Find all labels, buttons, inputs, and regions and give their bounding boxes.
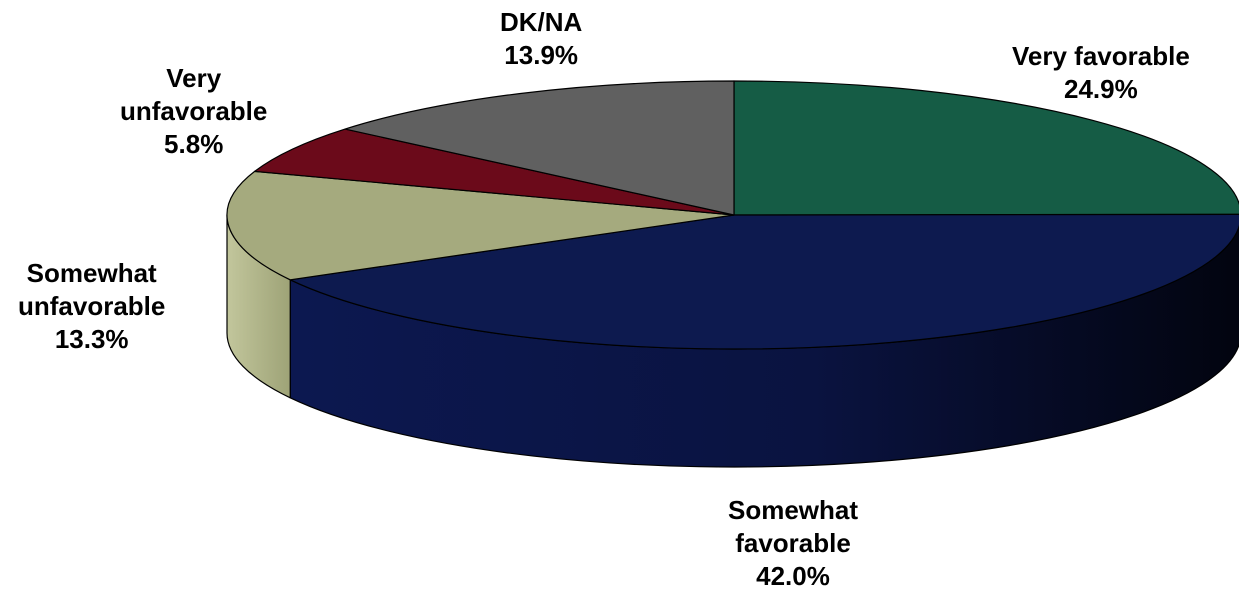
- slice-label-very-favorable: Very favorable 24.9%: [1012, 40, 1190, 106]
- slice-value: 5.8%: [164, 129, 224, 159]
- slice-somewhat_favorable: [289, 213, 1239, 350]
- slice-name: unfavorable: [120, 96, 268, 126]
- slice-very_favorable: [733, 80, 1239, 216]
- slice-name: Somewhat: [728, 495, 859, 525]
- slice-value: 24.9%: [1064, 74, 1138, 104]
- slice-label-somewhat-unfavorable: Somewhat unfavorable 13.3%: [18, 257, 165, 356]
- slice-name: Very: [166, 63, 222, 93]
- slice-value: 42.0%: [756, 561, 830, 591]
- slice-name: unfavorable: [18, 291, 166, 321]
- slice-label-somewhat-favorable: Somewhat favorable 42.0%: [728, 494, 858, 593]
- slice-somewhat_unfavorable: [226, 170, 735, 281]
- slice-value: 13.3%: [54, 324, 129, 354]
- slice-label-very-unfavorable: Very unfavorable 5.8%: [120, 62, 267, 161]
- slice-very_unfavorable: [254, 128, 735, 216]
- slice-label-dk-na: DK/NA 13.9%: [500, 6, 582, 72]
- slice-value: 13.9%: [504, 40, 579, 70]
- slice-name: Somewhat: [26, 258, 157, 288]
- slice-dk_na: [344, 80, 735, 216]
- slice-name: DK/NA: [500, 7, 583, 37]
- slice-name: Very favorable: [1012, 41, 1190, 71]
- slice-name: favorable: [735, 528, 851, 558]
